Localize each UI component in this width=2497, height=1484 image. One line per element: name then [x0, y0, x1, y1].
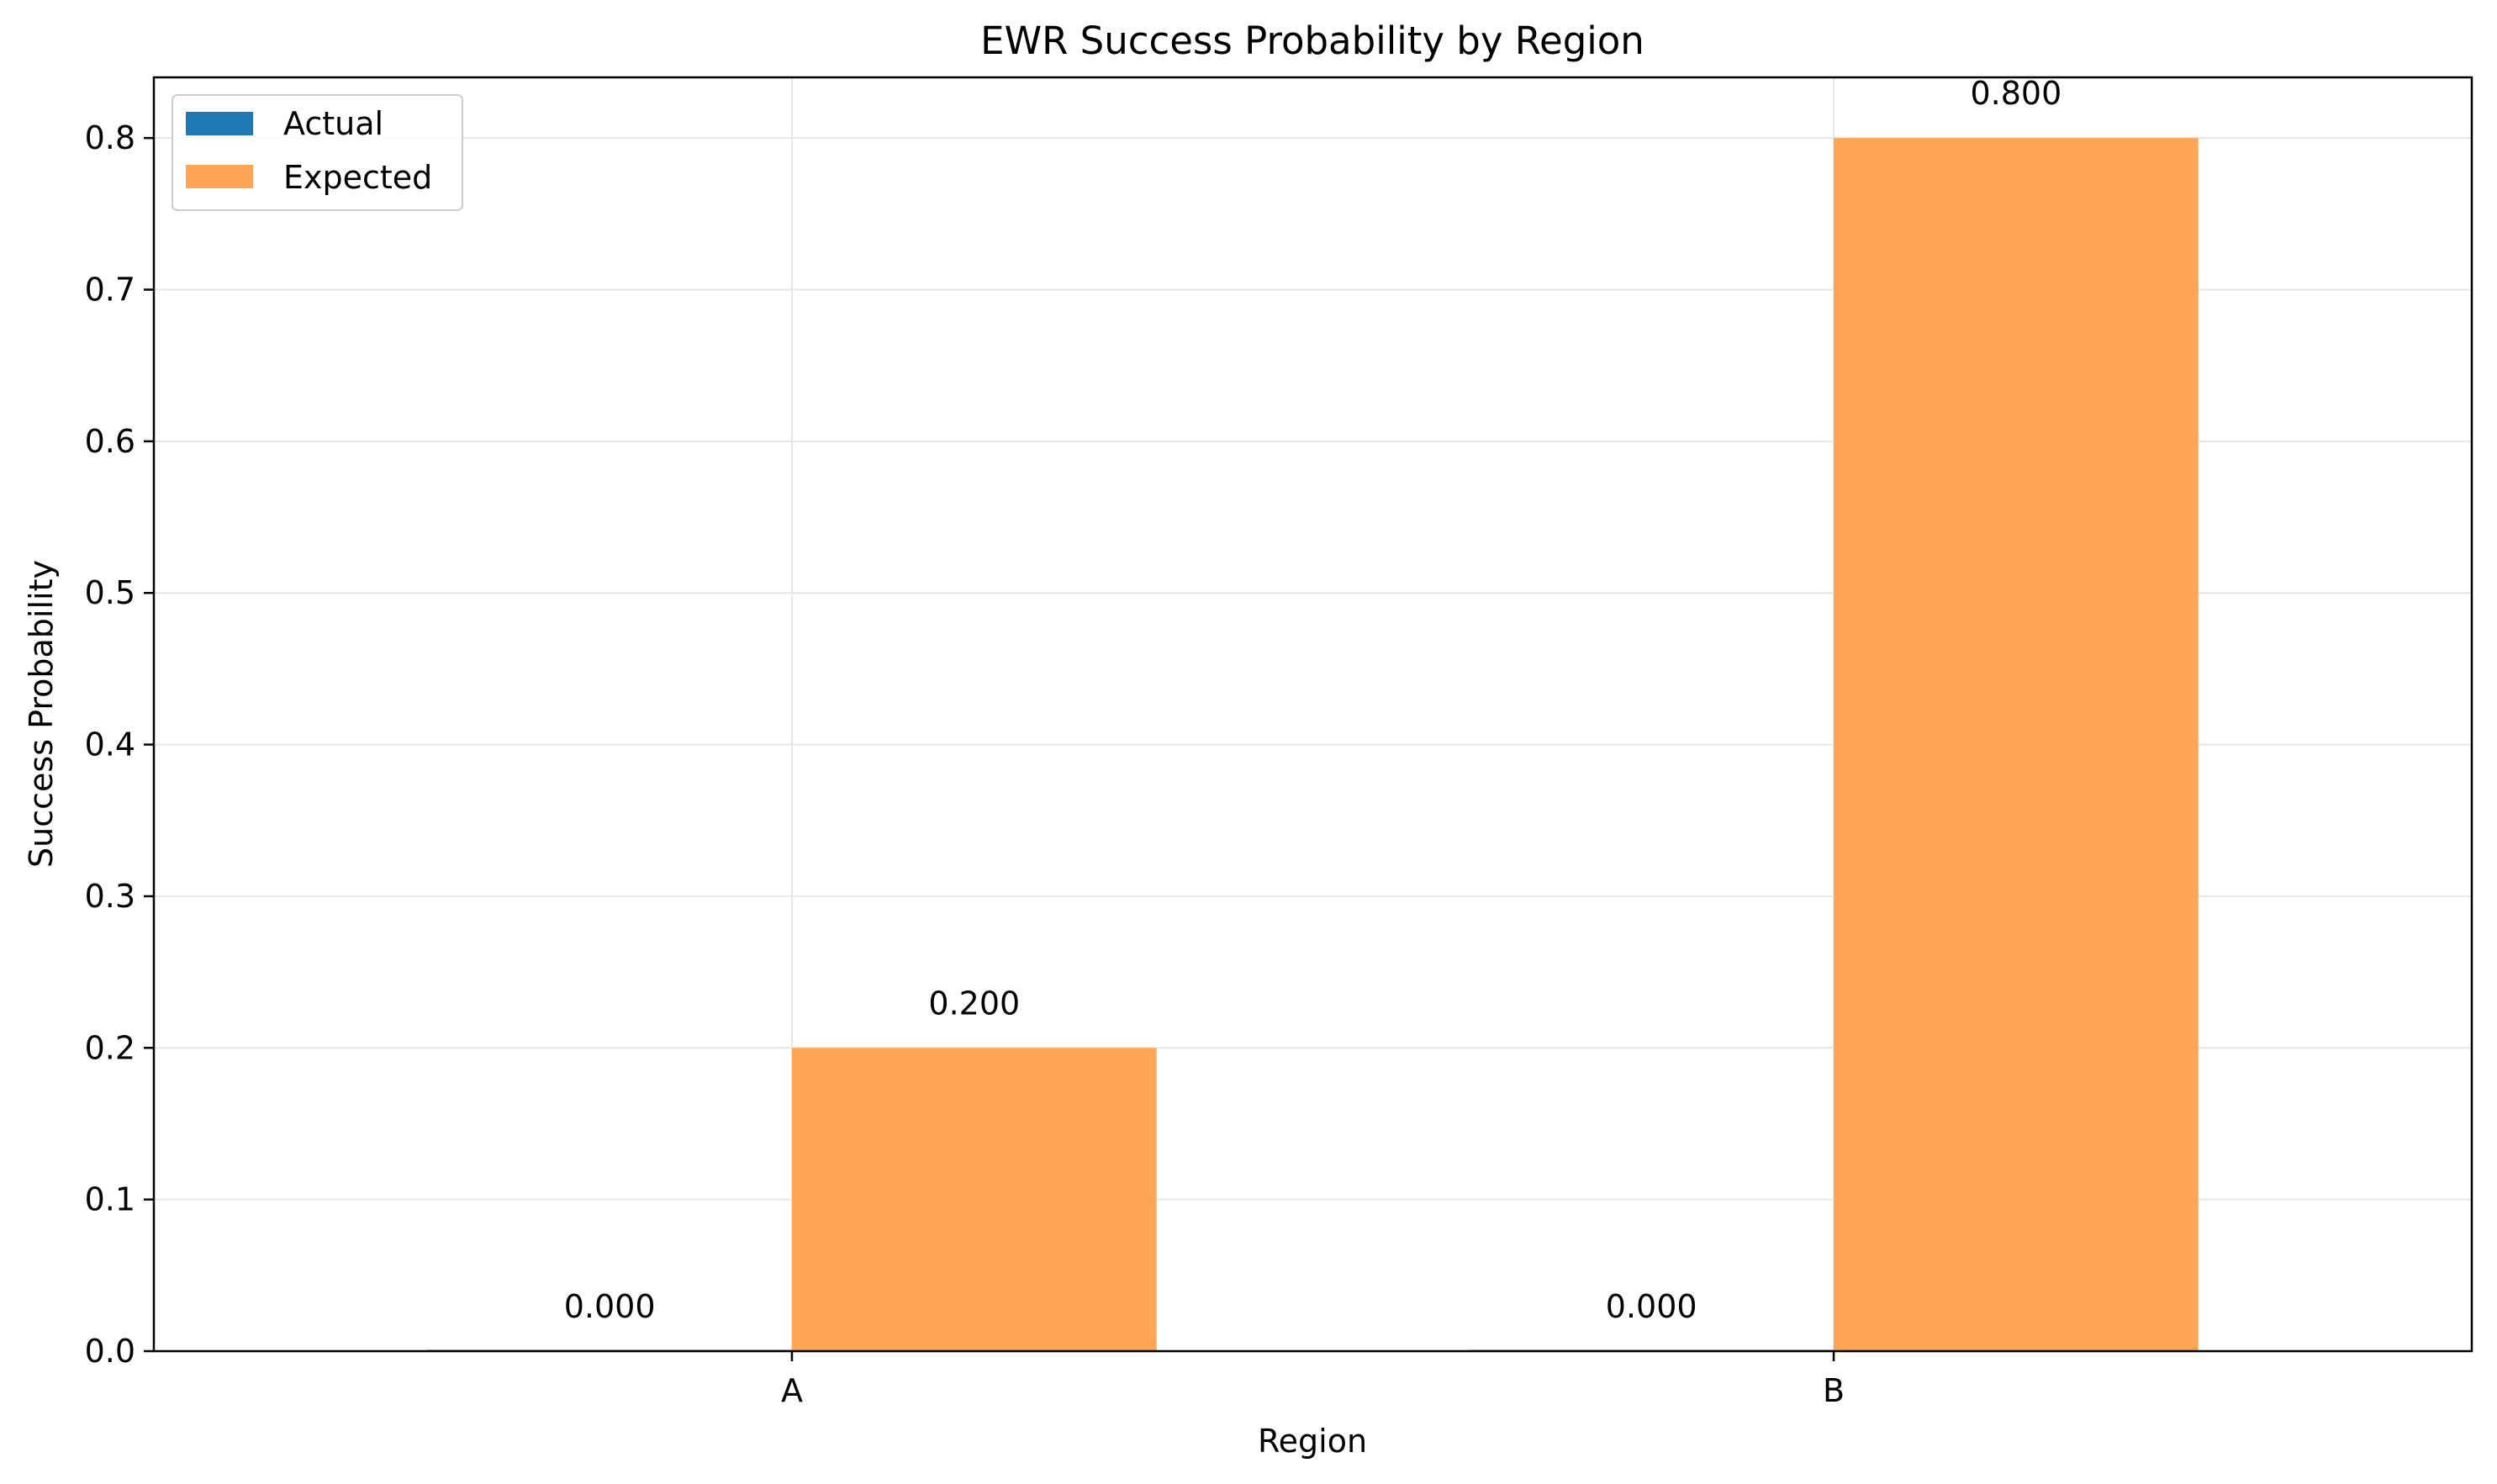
y-tick-label: 0.2 [85, 1029, 135, 1066]
y-tick-label: 0.0 [85, 1333, 135, 1370]
y-tick-label: 0.5 [85, 574, 135, 611]
y-axis-label: Success Probability [23, 560, 60, 868]
axis-ticks: 0.0 0.1 0.2 0.3 0.4 0.5 0.6 0.7 0.8 A B [85, 119, 1845, 1409]
legend-swatch-actual [186, 112, 253, 135]
y-tick-label: 0.8 [85, 119, 135, 156]
chart-title: EWR Success Probability by Region [980, 18, 1644, 63]
legend-label-actual: Actual [283, 105, 383, 142]
bars [427, 138, 2199, 1352]
x-axis-label: Region [1258, 1423, 1367, 1460]
data-label-actual-b: 0.000 [1606, 1288, 1697, 1325]
legend: Actual Expected [172, 94, 463, 211]
x-tick-label: B [1823, 1372, 1845, 1409]
plot-frame [152, 76, 2473, 1353]
y-tick-label: 0.6 [85, 423, 135, 460]
y-tick-label: 0.3 [85, 878, 135, 915]
x-tick-label: A [781, 1372, 803, 1409]
data-label-actual-a: 0.000 [564, 1288, 656, 1325]
data-label-expected-b: 0.800 [1970, 75, 2061, 112]
bar-expected-b [1834, 138, 2199, 1352]
y-tick-label: 0.4 [85, 726, 135, 763]
bar-expected-a [791, 1048, 1157, 1351]
y-tick-label: 0.7 [85, 272, 135, 309]
data-labels: 0.000 0.000 0.200 0.800 [564, 75, 2062, 1325]
data-label-expected-a: 0.200 [928, 985, 1020, 1022]
legend-label-expected: Expected [283, 159, 432, 196]
y-tick-label: 0.1 [85, 1181, 135, 1218]
legend-swatch-expected [186, 165, 253, 188]
